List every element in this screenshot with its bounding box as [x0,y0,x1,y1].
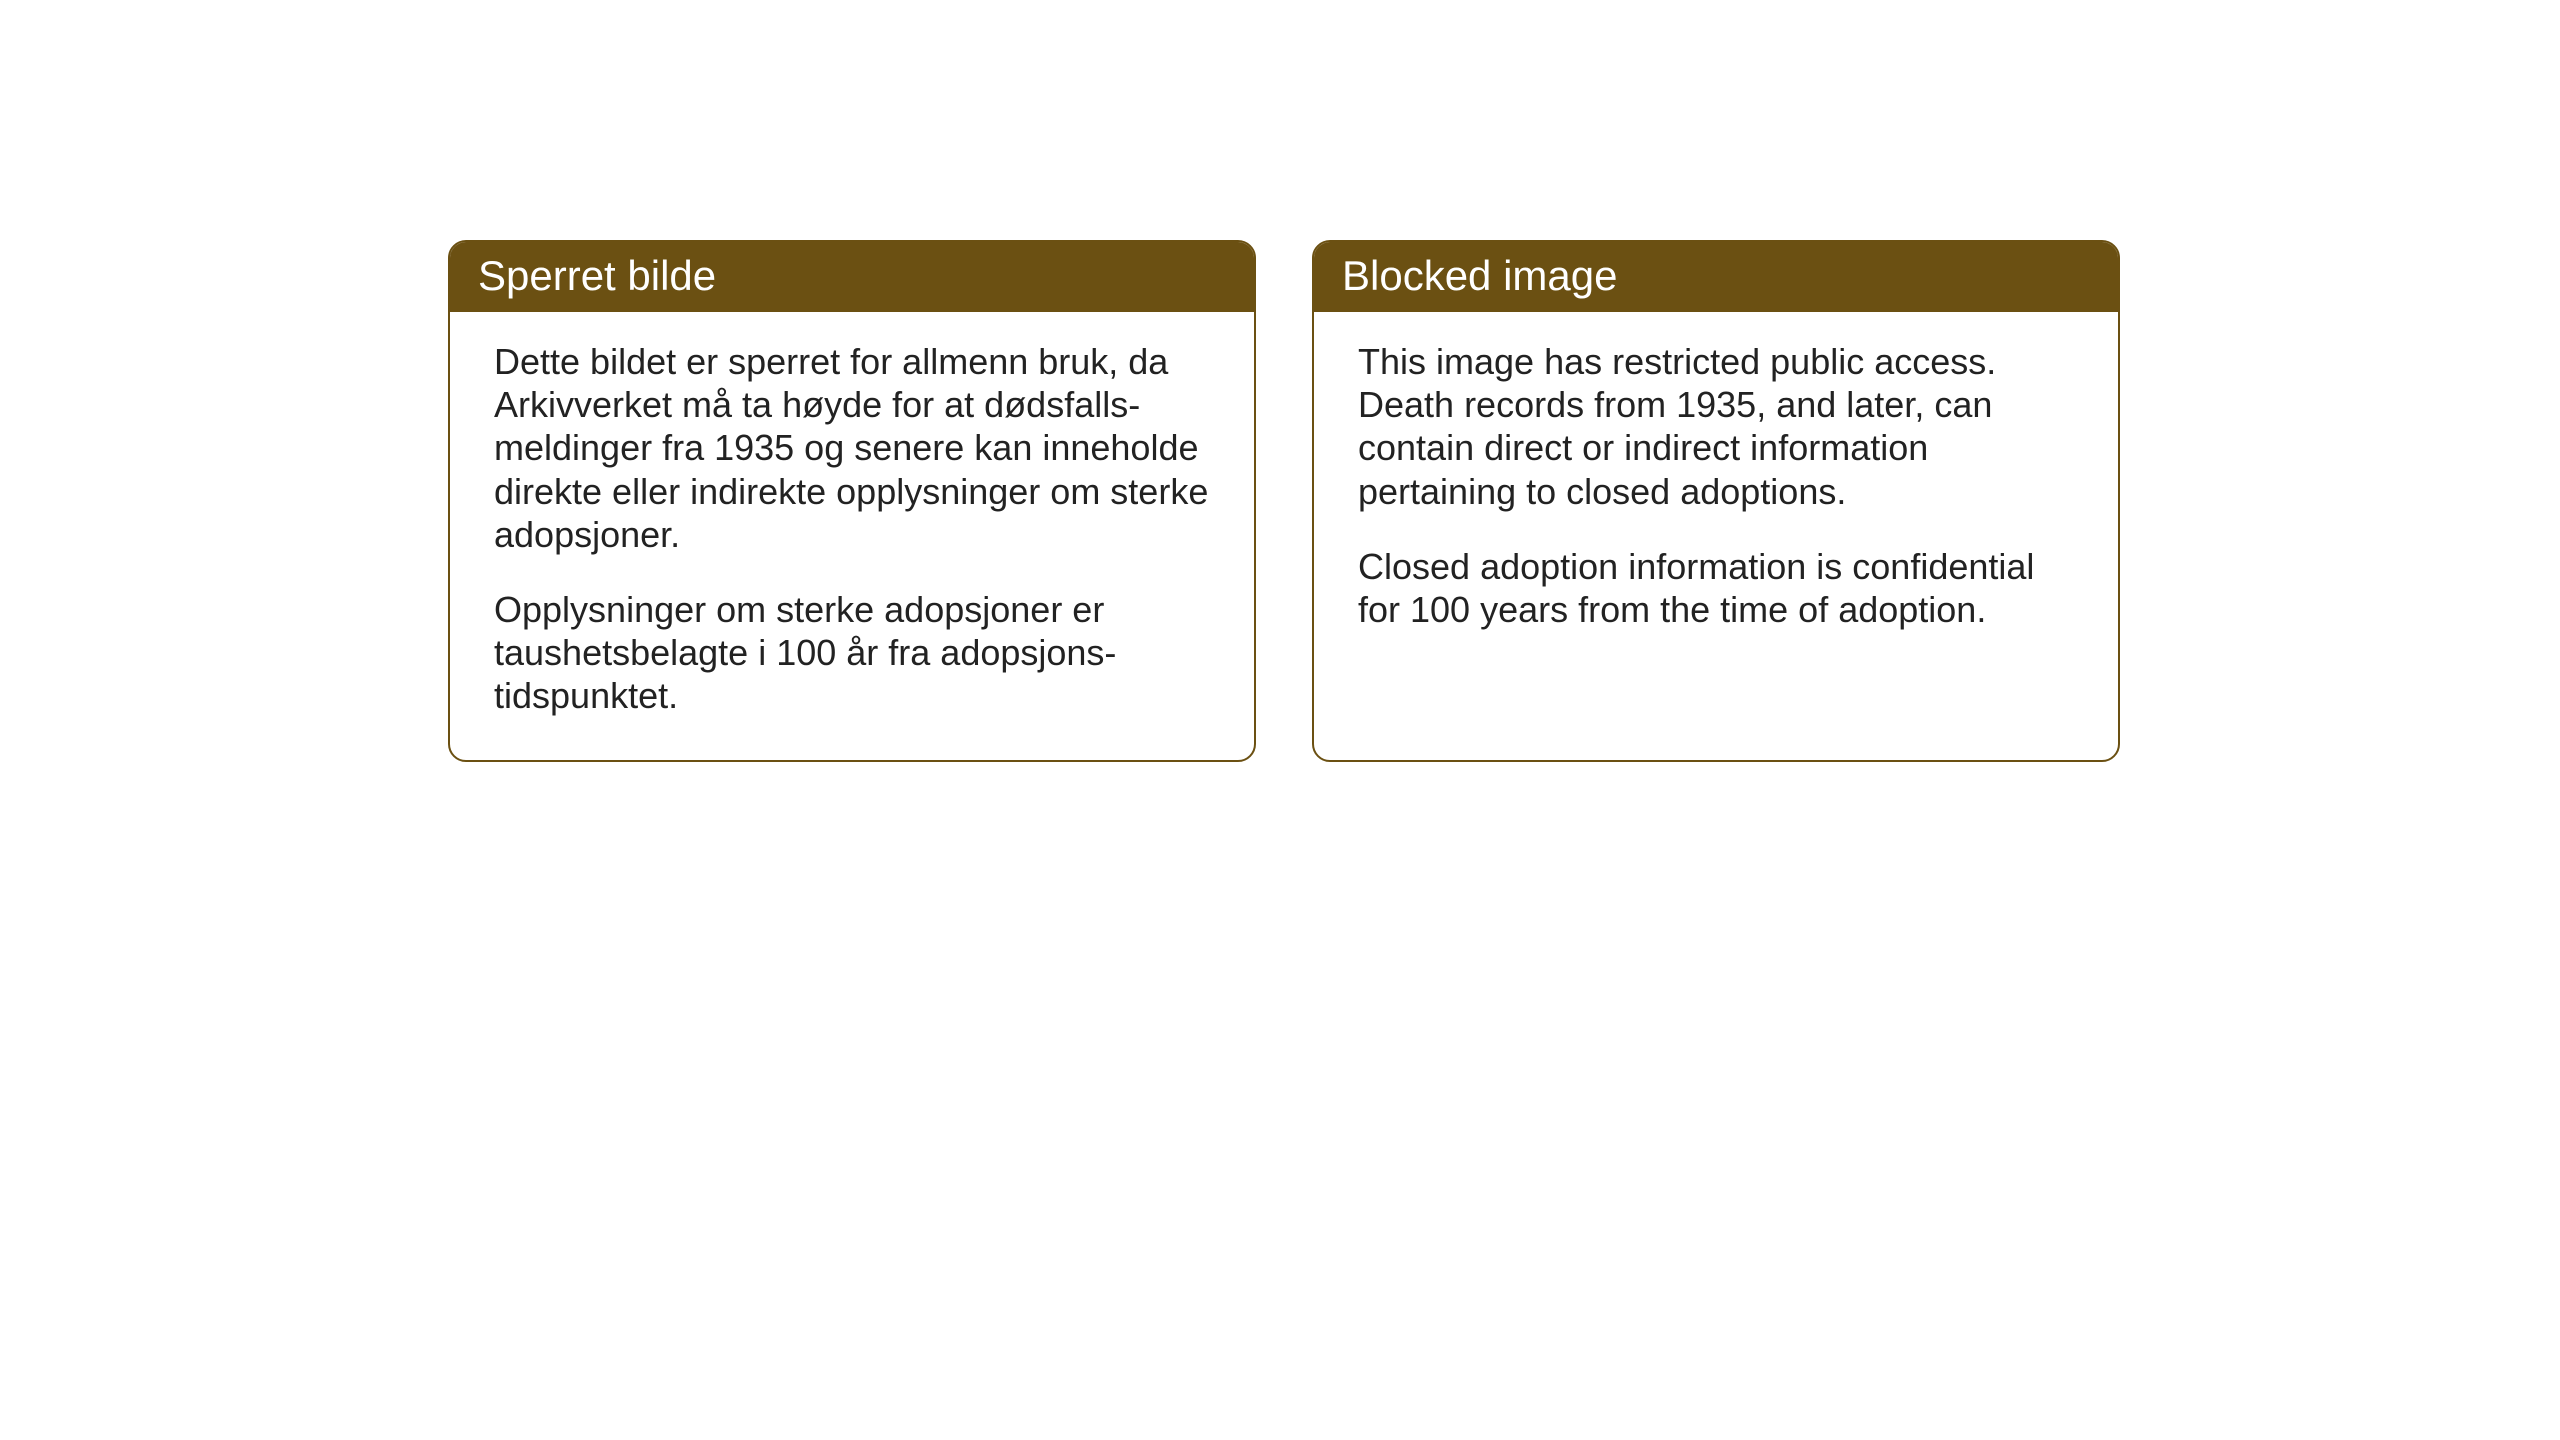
notice-card-english: Blocked image This image has restricted … [1312,240,2120,762]
notice-cards-container: Sperret bilde Dette bildet er sperret fo… [448,240,2120,762]
paragraph-1-english: This image has restricted public access.… [1358,340,2074,513]
paragraph-2-norwegian: Opplysninger om sterke adopsjoner er tau… [494,588,1210,718]
paragraph-1-norwegian: Dette bildet er sperret for allmenn bruk… [494,340,1210,556]
card-title-norwegian: Sperret bilde [450,242,1254,312]
card-body-norwegian: Dette bildet er sperret for allmenn bruk… [450,312,1254,760]
notice-card-norwegian: Sperret bilde Dette bildet er sperret fo… [448,240,1256,762]
card-title-english: Blocked image [1314,242,2118,312]
card-body-english: This image has restricted public access.… [1314,312,2118,673]
paragraph-2-english: Closed adoption information is confident… [1358,545,2074,631]
